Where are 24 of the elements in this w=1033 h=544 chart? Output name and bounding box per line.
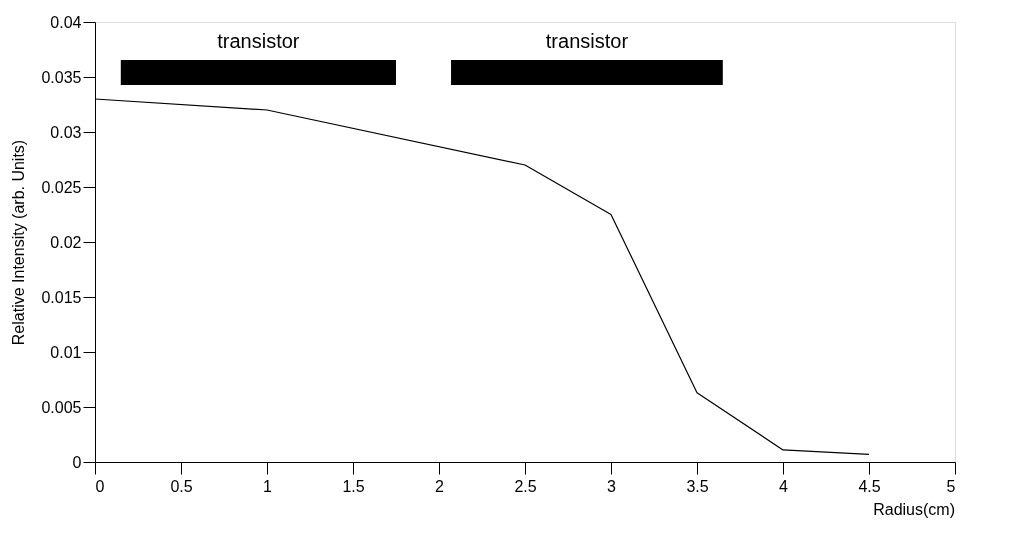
y-tick-label: 0.015 bbox=[41, 288, 82, 306]
x-tick-label: 0.5 bbox=[170, 477, 193, 495]
y-tick-label: 0.02 bbox=[50, 233, 82, 251]
y-tick-label: 0.04 bbox=[50, 13, 82, 31]
y-tick-label: 0.035 bbox=[41, 68, 82, 86]
x-tick-label: 1.5 bbox=[342, 477, 365, 495]
y-tick-label: 0.005 bbox=[41, 398, 82, 416]
y-tick-label: 0.01 bbox=[50, 343, 82, 361]
x-tick-label: 3 bbox=[607, 477, 617, 495]
y-axis-title: Relative Intensity (arb. Units) bbox=[10, 139, 28, 346]
band-label: transistor bbox=[545, 30, 629, 52]
x-tick-label: 2 bbox=[435, 477, 445, 495]
y-tick-label: 0 bbox=[72, 453, 82, 471]
x-tick-label: 5 bbox=[946, 477, 956, 495]
y-tick-label: 0.03 bbox=[50, 123, 82, 141]
band-label: transistor bbox=[217, 30, 300, 52]
y-tick-label: 0.025 bbox=[41, 178, 82, 196]
x-tick-label: 4 bbox=[779, 477, 789, 495]
x-tick-label: 0 bbox=[95, 477, 105, 495]
x-tick-label: 2.5 bbox=[514, 477, 537, 495]
x-tick-label: 3.5 bbox=[686, 477, 709, 495]
x-tick-label: 4.5 bbox=[858, 477, 881, 495]
x-tick-label: 1 bbox=[263, 477, 273, 495]
x-axis-title: Radius(cm) bbox=[873, 501, 955, 518]
